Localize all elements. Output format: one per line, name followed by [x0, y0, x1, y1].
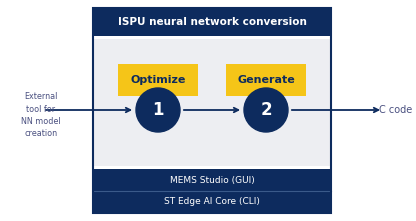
Circle shape [244, 88, 288, 132]
Text: ST Edge AI Core (CLI): ST Edge AI Core (CLI) [164, 198, 260, 206]
Text: MEMS Studio (GUI): MEMS Studio (GUI) [170, 175, 254, 185]
Text: Generate: Generate [237, 75, 295, 85]
FancyBboxPatch shape [93, 169, 331, 191]
FancyBboxPatch shape [226, 64, 306, 96]
Text: ISPU neural network conversion: ISPU neural network conversion [118, 17, 307, 27]
Text: 2: 2 [260, 101, 272, 119]
FancyBboxPatch shape [118, 64, 198, 96]
FancyBboxPatch shape [93, 39, 331, 166]
Text: C code: C code [379, 105, 413, 115]
Text: Optimize: Optimize [130, 75, 186, 85]
Text: External
tool for
NN model
creation: External tool for NN model creation [21, 92, 61, 139]
FancyBboxPatch shape [93, 191, 331, 213]
FancyBboxPatch shape [93, 8, 331, 36]
Circle shape [136, 88, 180, 132]
Text: 1: 1 [152, 101, 164, 119]
